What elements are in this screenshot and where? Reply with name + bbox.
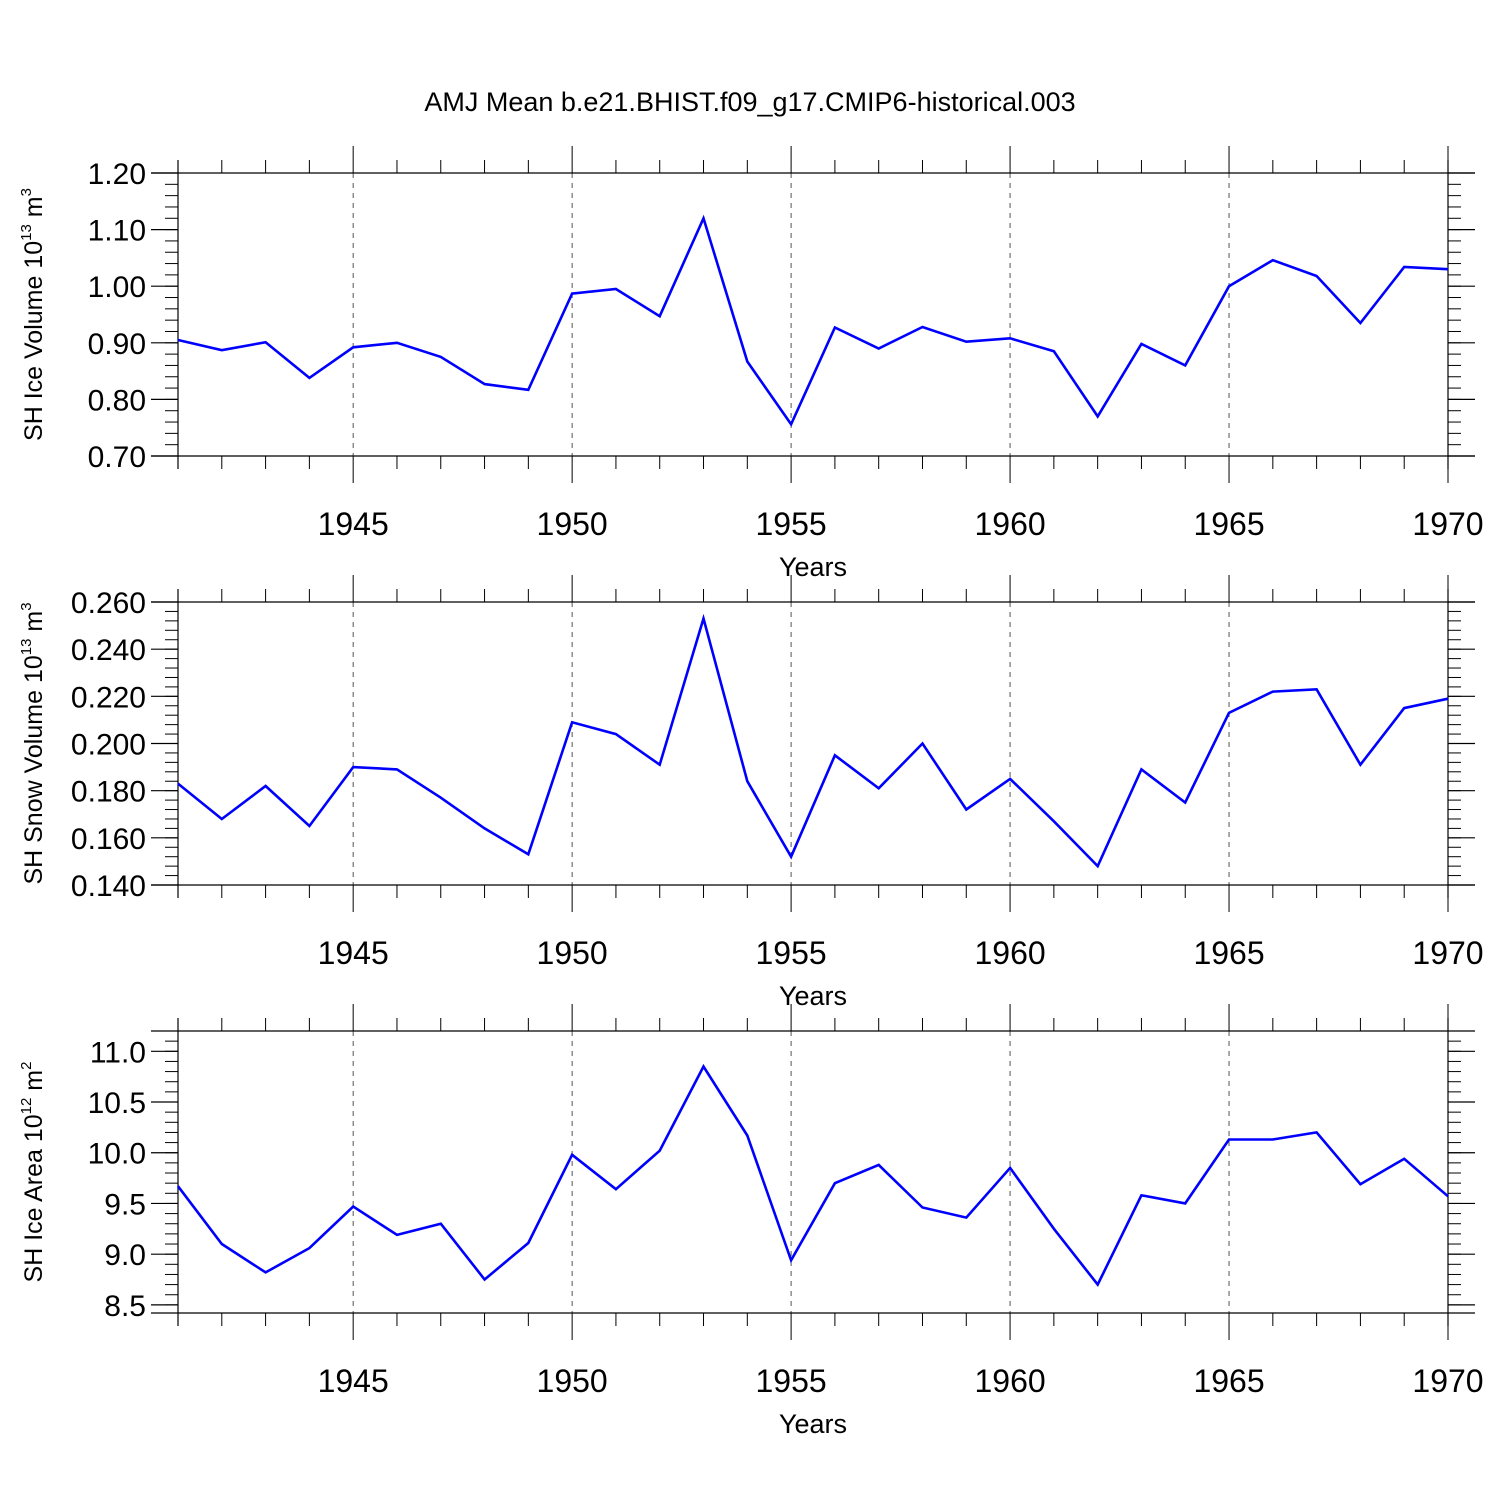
y-axis-label-superscript: 3 [18, 602, 35, 610]
x-tick-label: 1945 [318, 935, 389, 971]
y-tick-label: 0.70 [88, 441, 146, 474]
x-tick-label: 1970 [1412, 935, 1483, 971]
y-axis-label-part: m [20, 611, 48, 639]
x-tick-label: 1965 [1193, 935, 1264, 971]
x-tick-label: 1950 [537, 1363, 608, 1399]
chart-title: AMJ Mean b.e21.BHIST.f09_g17.CMIP6-histo… [424, 87, 1075, 117]
y-tick-label: 1.20 [88, 158, 146, 191]
x-tick-label: 1960 [974, 935, 1045, 971]
series-line [176, 1063, 1449, 1288]
y-tick-label: 8.5 [104, 1290, 146, 1323]
x-axis-label: Years [779, 1409, 847, 1439]
y-tick-label: 0.240 [71, 634, 146, 667]
y-tick-label: 0.180 [71, 776, 146, 809]
x-tick-label: 1970 [1412, 506, 1483, 542]
x-tick-label: 1950 [537, 506, 608, 542]
y-tick-label: 0.90 [88, 328, 146, 361]
y-axis-label: SH Snow Volume 1013 m3 [18, 602, 48, 884]
x-tick-label: 1965 [1193, 506, 1264, 542]
series-line [177, 613, 1449, 869]
panel-ice-volume: 0.70 0.80 0.90 1.00 1.10 1.20 1945 1950 1955 1960… [18, 146, 1484, 582]
x-tick-label: 1950 [537, 935, 608, 971]
x-tick-label: 1955 [756, 506, 827, 542]
y-tick-label: 1.00 [88, 271, 146, 304]
y-axis-label-superscript: 13 [18, 639, 35, 656]
series-line [177, 214, 1449, 427]
y-tick-label: 0.260 [71, 587, 146, 620]
x-tick-label: 1960 [974, 506, 1045, 542]
x-tick-label: 1960 [974, 1363, 1045, 1399]
y-tick-label: 10.5 [88, 1087, 146, 1120]
y-axis-label-superscript: 12 [18, 1098, 35, 1115]
y-axis-label-part: SH Ice Volume 10 [20, 241, 48, 441]
y-tick-label: 0.160 [71, 823, 146, 856]
x-axis-label: Years [779, 981, 847, 1011]
y-tick-label: 0.140 [71, 870, 146, 903]
y-tick-label: 0.80 [88, 384, 146, 417]
y-tick-label: 9.0 [104, 1239, 146, 1272]
x-tick-label: 1945 [318, 506, 389, 542]
y-tick-label: 10.0 [88, 1138, 146, 1171]
y-axis-label-part: SH Ice Area 10 [20, 1114, 48, 1282]
x-tick-label: 1970 [1412, 1363, 1483, 1399]
y-tick-label: 0.200 [71, 729, 146, 762]
y-axis-label: SH Ice Volume 1013 m3 [18, 188, 48, 441]
y-tick-label: 9.5 [104, 1188, 146, 1221]
x-axis-label: Years [779, 552, 847, 582]
x-tick-label: 1955 [756, 1363, 827, 1399]
panel-ice-area: 8.5 9.0 9.5 10.0 10.5 11.0 1945 1950 1955 1960 196… [18, 1004, 1484, 1439]
y-axis-label-part: m [20, 1070, 48, 1098]
y-axis-label-superscript: 2 [18, 1062, 35, 1070]
y-tick-label: 1.10 [88, 215, 146, 248]
y-axis-label: SH Ice Area 1012 m2 [18, 1062, 48, 1283]
x-tick-label: 1945 [318, 1363, 389, 1399]
x-tick-label: 1965 [1193, 1363, 1264, 1399]
y-axis-label-superscript: 13 [18, 224, 35, 241]
y-axis-label-part: SH Snow Volume 10 [20, 655, 48, 884]
y-axis-label-superscript: 3 [18, 188, 35, 196]
panel-snow-volume: 0.140 0.160 0.180 0.200 0.220 0.240 0.260 1945 1… [18, 575, 1484, 1011]
y-tick-label: 11.0 [90, 1036, 146, 1069]
y-axis-label-part: m [20, 196, 48, 224]
x-tick-label: 1955 [756, 935, 827, 971]
y-tick-label: 0.220 [71, 681, 146, 714]
